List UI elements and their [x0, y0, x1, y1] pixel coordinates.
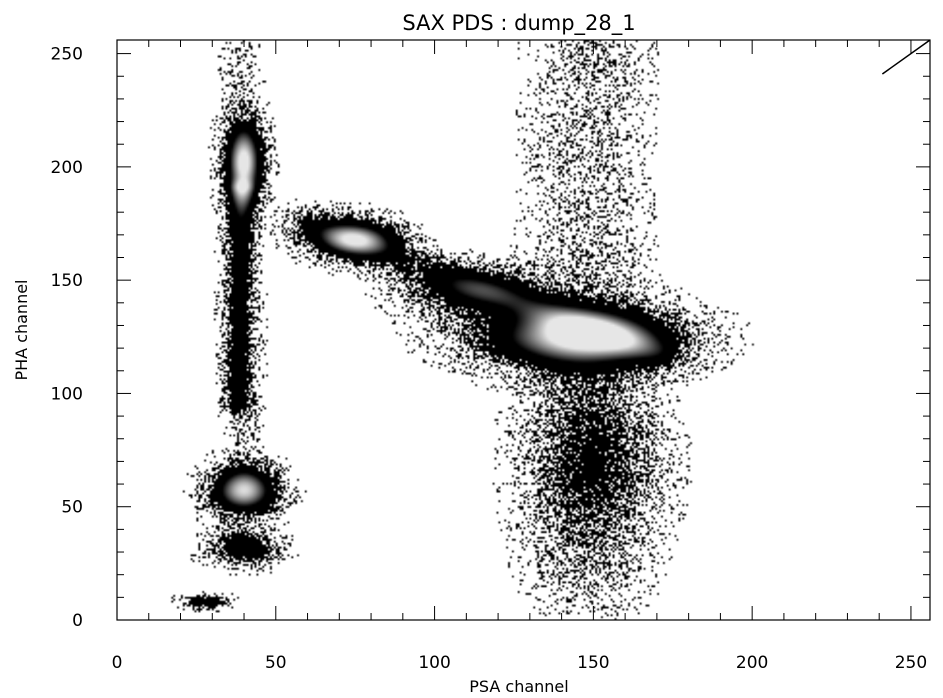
- x-tick-label: 100: [418, 653, 450, 673]
- plot-frame: [116, 39, 931, 621]
- x-tick-label: 50: [265, 653, 287, 673]
- y-tick-label: 150: [51, 271, 83, 291]
- y-axis-label: PHA channel: [12, 279, 31, 380]
- x-tick-label: 0: [112, 653, 123, 673]
- y-tick-label: 200: [51, 158, 83, 178]
- y-tick-labels: 0 50 100 150 200 250: [51, 45, 83, 631]
- y-tick-label: 250: [51, 45, 83, 65]
- x-tick-label: 200: [736, 653, 768, 673]
- y-tick-label: 0: [72, 611, 83, 631]
- chart-title: SAX PDS : dump_28_1: [402, 11, 635, 36]
- x-tick-label: 250: [895, 653, 927, 673]
- y-tick-label: 100: [51, 384, 83, 404]
- x-tick-labels: 0 50 100 150 200 250: [112, 653, 928, 673]
- x-tick-label: 150: [577, 653, 609, 673]
- y-tick-label: 50: [61, 498, 83, 518]
- density-heatmap: [117, 40, 930, 620]
- axis-ticks: [116, 40, 930, 621]
- reference-line: [881, 39, 931, 75]
- x-axis-label: PSA channel: [469, 677, 568, 696]
